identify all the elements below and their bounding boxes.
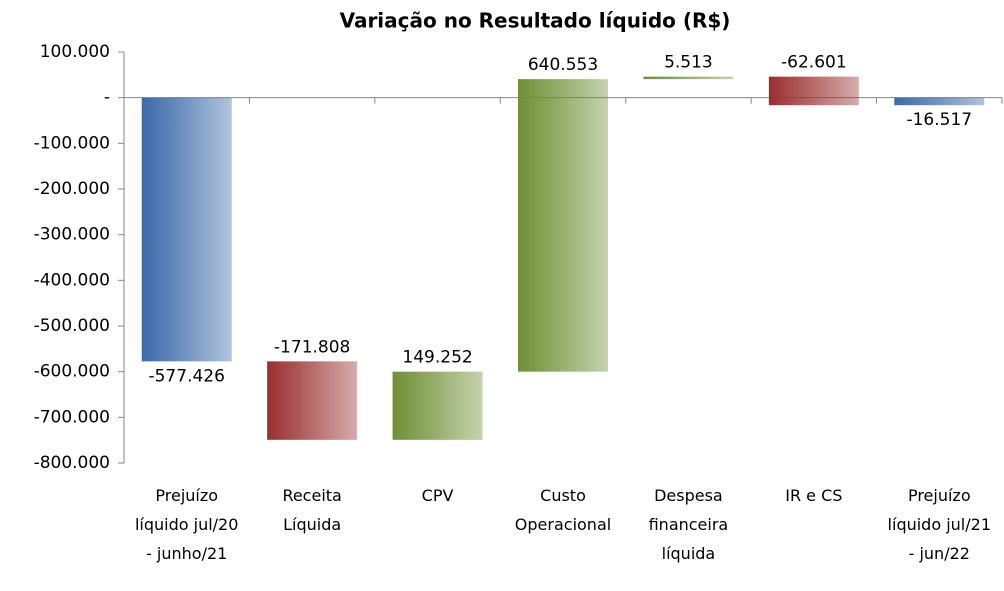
data-label: -577.426: [148, 366, 224, 386]
data-label: 5.513: [664, 53, 713, 73]
bar: [141, 97, 232, 362]
bar: [768, 76, 859, 106]
y-tick-label: -100.000: [34, 133, 110, 153]
y-tick-label: -: [104, 88, 110, 108]
y-tick-label: -800.000: [34, 453, 110, 473]
x-tick-label: Prejuízo líquido jul/20 - junho/21: [134, 486, 239, 563]
data-label: -171.808: [274, 337, 350, 357]
bar: [267, 361, 358, 440]
y-tick-label: -500.000: [34, 316, 110, 336]
x-tick-label: Despesa financeira líquida: [648, 486, 729, 563]
y-tick-label: -200.000: [34, 179, 110, 199]
y-tick-label: -700.000: [34, 407, 110, 427]
x-tick-label: CPV: [421, 486, 454, 505]
bar: [518, 79, 608, 372]
x-tick-label: IR e CS: [785, 486, 843, 505]
chart-title: Variação no Resultado líquido (R$): [340, 9, 731, 33]
x-tick-label: Prejuízo líquido jul/21 - jun/22: [887, 486, 991, 563]
data-label: 640.553: [528, 55, 598, 75]
data-label: -16.517: [906, 110, 972, 130]
bar: [894, 97, 985, 106]
y-tick-label: -400.000: [34, 270, 110, 290]
y-tick-label: -600.000: [34, 362, 110, 382]
bar: [643, 76, 734, 80]
data-label: 149.252: [402, 348, 472, 368]
bar: [392, 371, 483, 440]
x-tick-label: Custo Operacional: [514, 486, 612, 534]
data-label: -62.601: [781, 53, 847, 73]
x-tick-label: Receita Líquida: [282, 486, 342, 534]
y-tick-label: -300.000: [34, 225, 110, 245]
y-tick-label: 100.000: [40, 42, 110, 62]
